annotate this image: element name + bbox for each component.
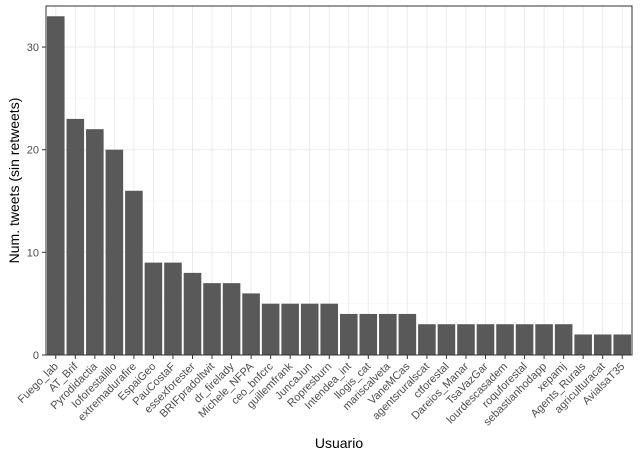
bar	[46, 16, 65, 355]
bar	[222, 283, 241, 355]
bar	[261, 303, 280, 355]
panel-border	[45, 5, 633, 356]
bar	[183, 272, 202, 355]
bar	[496, 324, 514, 355]
bar	[418, 324, 436, 355]
bar	[86, 129, 104, 355]
bar	[593, 334, 612, 355]
bar	[66, 118, 85, 355]
bar	[105, 149, 124, 355]
bars	[46, 16, 632, 355]
y-tick-label: 20	[27, 145, 39, 157]
bar	[125, 190, 143, 355]
y-axis-ticks: 0 10 20 30	[27, 42, 46, 362]
bar	[379, 313, 397, 355]
bar	[535, 324, 553, 355]
bar	[457, 324, 475, 355]
bar	[281, 303, 299, 355]
bar	[320, 303, 339, 355]
bar	[242, 293, 260, 355]
y-tick-label: 30	[27, 42, 39, 54]
bar	[554, 324, 573, 355]
y-tick-label: 0	[33, 350, 39, 362]
bar	[476, 324, 495, 355]
x-axis-title: Usuario	[315, 435, 363, 451]
bar	[339, 313, 358, 355]
bar	[300, 303, 319, 355]
bar	[164, 262, 182, 355]
bar	[515, 324, 534, 355]
y-axis-title: Num. tweets (sin retweets)	[6, 98, 22, 264]
bar	[398, 313, 417, 355]
bar	[203, 283, 221, 355]
y-tick-label: 10	[27, 247, 39, 259]
bar	[574, 334, 592, 355]
bar	[613, 334, 632, 355]
bar	[144, 262, 163, 355]
x-axis-ticks: Fuego_labAT_BrifPyrodidactiaIoforestalil…	[16, 355, 627, 428]
bar	[359, 313, 378, 355]
bar	[437, 324, 456, 355]
